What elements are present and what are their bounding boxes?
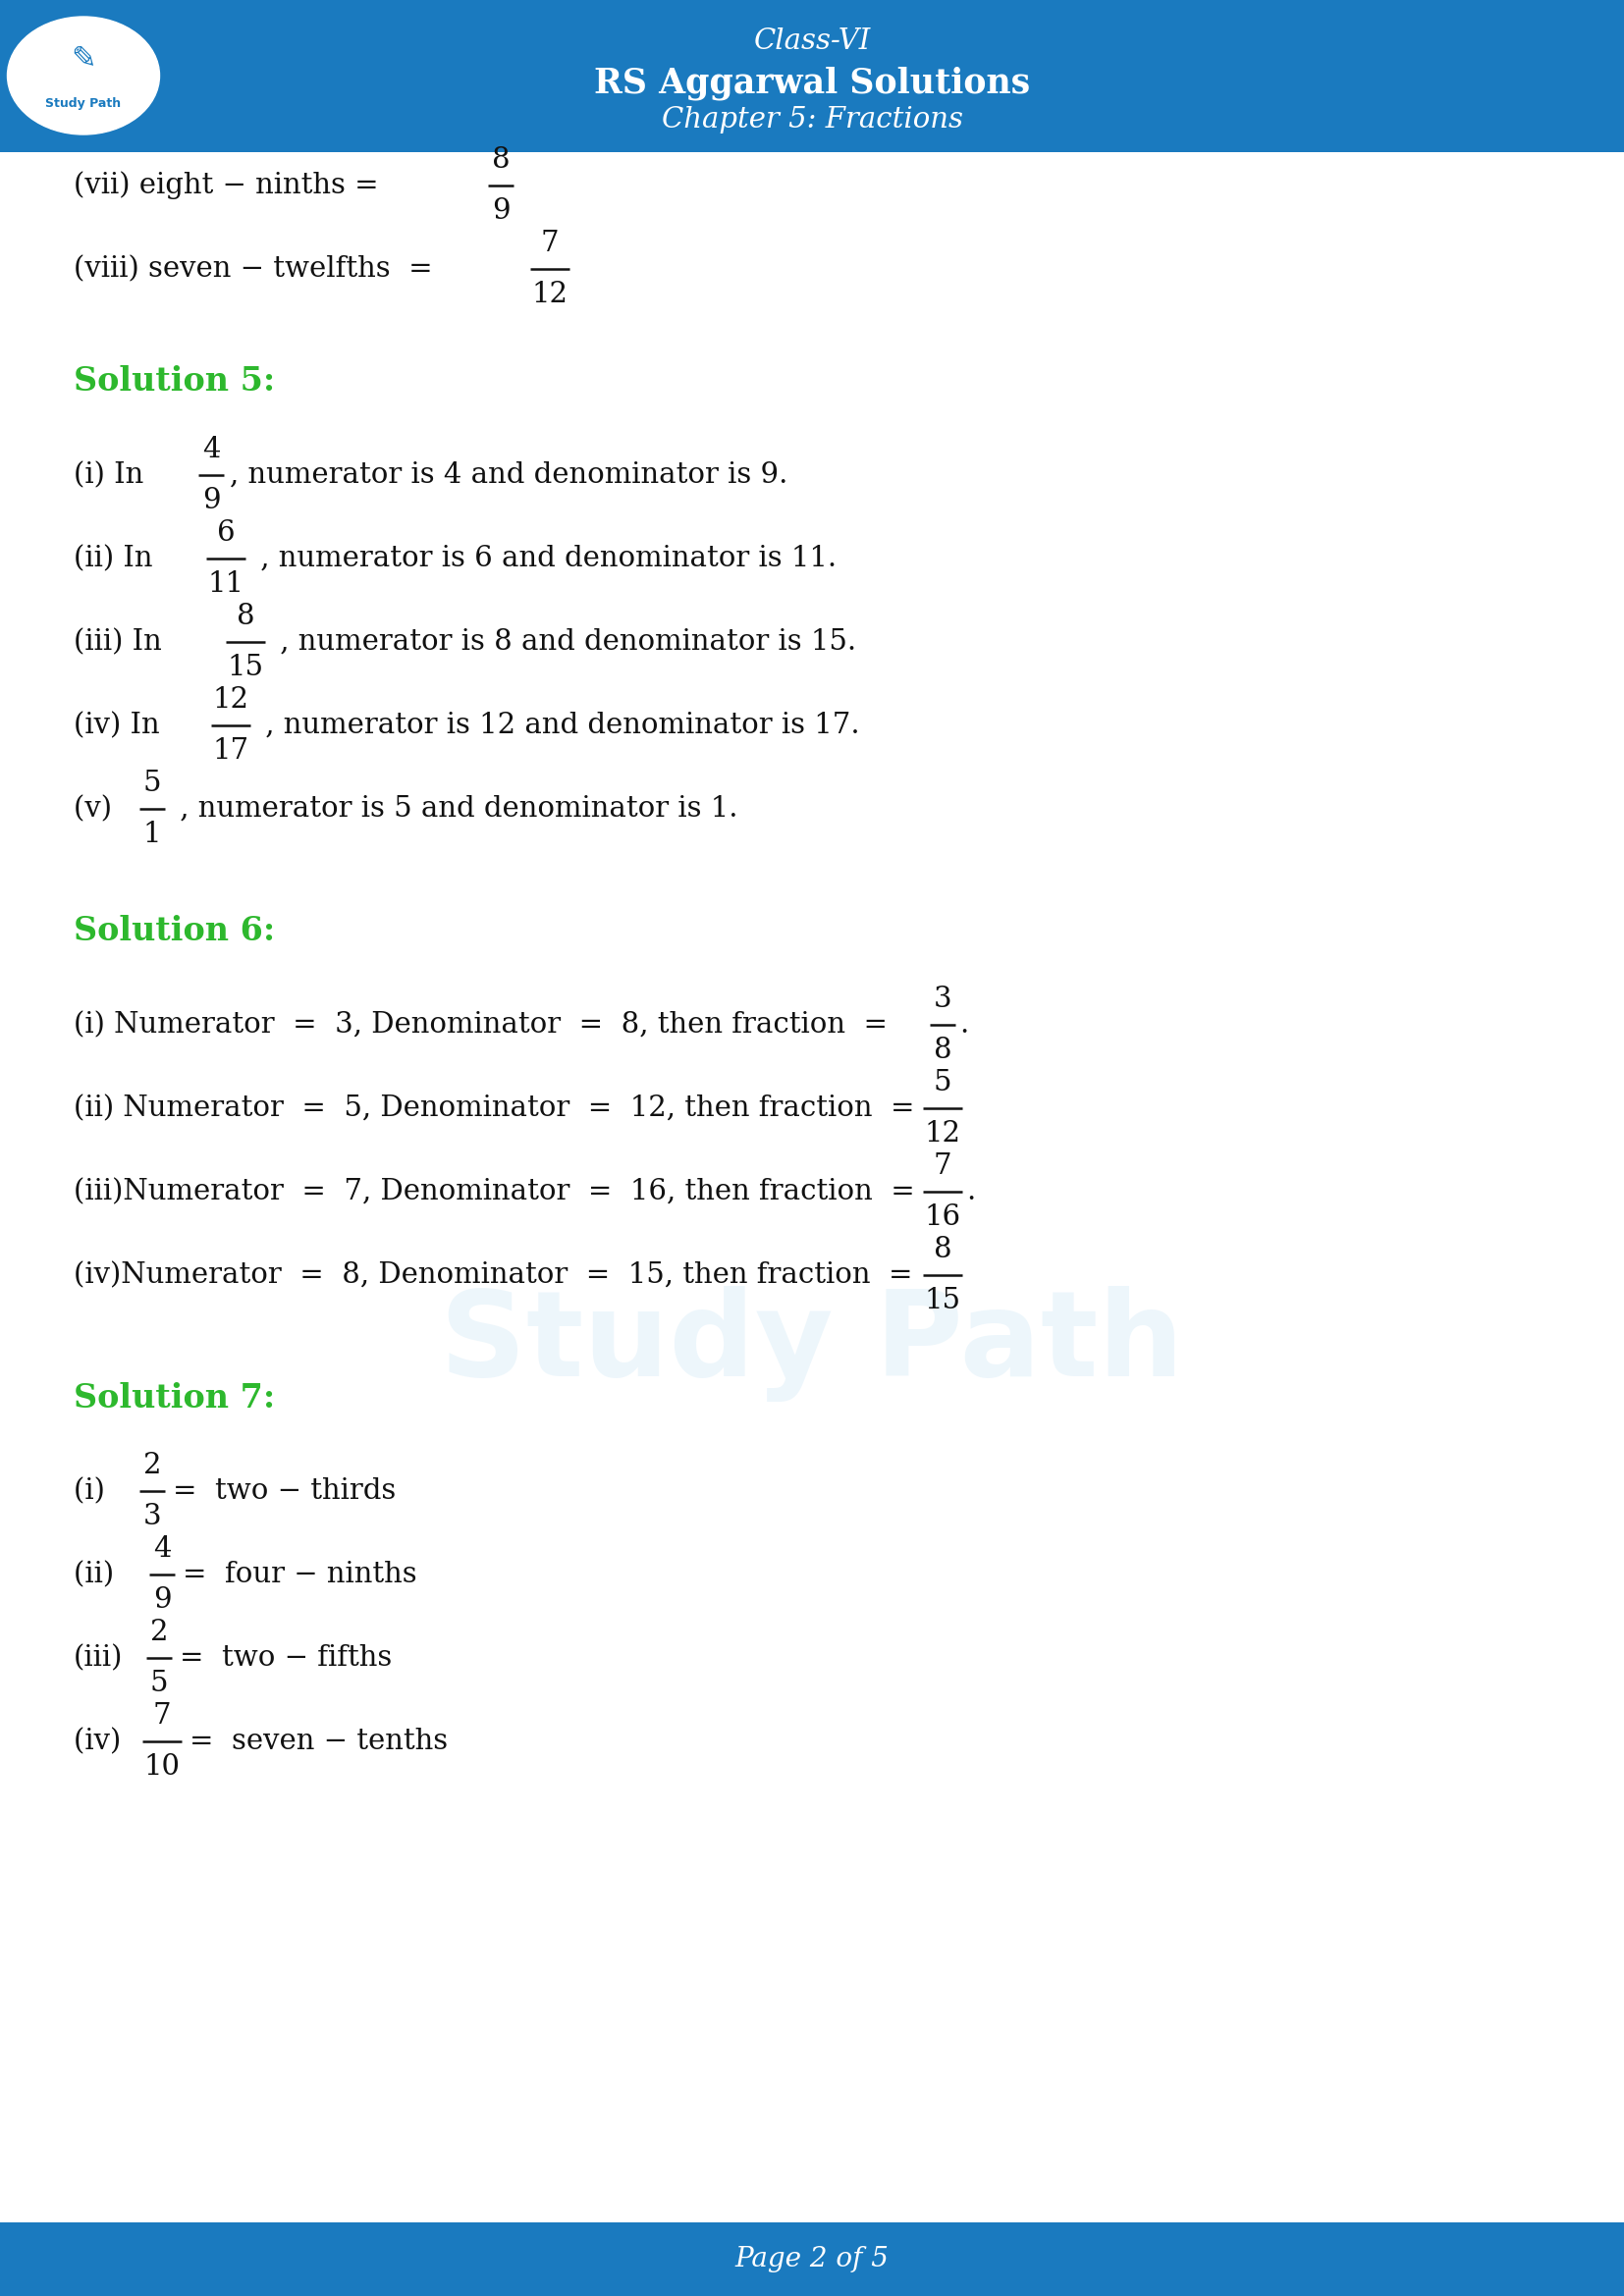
Text: 5: 5 — [934, 1070, 952, 1097]
Text: 15: 15 — [227, 654, 263, 682]
Text: 4: 4 — [201, 436, 221, 464]
Text: =  four − ninths: = four − ninths — [184, 1561, 417, 1589]
Text: Study Path: Study Path — [440, 1286, 1184, 1403]
Text: Page 2 of 5: Page 2 of 5 — [736, 2245, 888, 2273]
Text: =  two − thirds: = two − thirds — [172, 1476, 396, 1504]
Bar — [0, 0, 1624, 152]
Text: 3: 3 — [143, 1504, 161, 1531]
Text: (viii) seven − twelfths  =: (viii) seven − twelfths = — [73, 255, 442, 282]
Text: (ii) Numerator  =  5, Denominator  =  12, then fraction  =: (ii) Numerator = 5, Denominator = 12, th… — [73, 1095, 914, 1123]
Text: 7: 7 — [153, 1701, 171, 1729]
Text: Solution 7:: Solution 7: — [73, 1382, 274, 1414]
Text: 9: 9 — [153, 1587, 171, 1614]
Text: 4: 4 — [153, 1536, 171, 1564]
Text: Chapter 5: Fractions: Chapter 5: Fractions — [661, 106, 963, 133]
Text: 15: 15 — [924, 1288, 961, 1316]
Text: (v): (v) — [73, 794, 122, 822]
Text: 8: 8 — [492, 147, 510, 174]
Text: (i) Numerator  =  3, Denominator  =  8, then fraction  =: (i) Numerator = 3, Denominator = 8, then… — [73, 1010, 896, 1038]
Text: , numerator is 4 and denominator is 9.: , numerator is 4 and denominator is 9. — [231, 461, 788, 489]
Ellipse shape — [8, 16, 159, 135]
Text: 17: 17 — [213, 737, 248, 765]
Text: 5: 5 — [149, 1669, 169, 1697]
Text: 12: 12 — [213, 687, 248, 714]
Text: 8: 8 — [237, 602, 255, 629]
Text: 2: 2 — [149, 1619, 169, 1646]
Bar — [0, 2223, 1624, 2296]
Text: 12: 12 — [924, 1120, 961, 1148]
Text: , numerator is 5 and denominator is 1.: , numerator is 5 and denominator is 1. — [171, 794, 737, 822]
Text: RS Aggarwal Solutions: RS Aggarwal Solutions — [594, 67, 1030, 101]
Text: 2: 2 — [143, 1451, 161, 1479]
Text: =  two − fifths: = two − fifths — [180, 1644, 391, 1671]
Text: .: . — [966, 1178, 976, 1205]
Text: Solution 5:: Solution 5: — [73, 365, 274, 397]
Text: , numerator is 12 and denominator is 17.: , numerator is 12 and denominator is 17. — [257, 712, 861, 739]
Text: 11: 11 — [208, 569, 244, 597]
Text: (ii) In: (ii) In — [73, 544, 162, 572]
Text: 9: 9 — [201, 487, 221, 514]
Text: (iii)Numerator  =  7, Denominator  =  16, then fraction  =: (iii)Numerator = 7, Denominator = 16, th… — [73, 1178, 924, 1205]
Text: 7: 7 — [934, 1153, 952, 1180]
Text: 8: 8 — [934, 1235, 952, 1263]
Text: (iii) In: (iii) In — [73, 629, 171, 657]
Text: (iv)Numerator  =  8, Denominator  =  15, then fraction  =: (iv)Numerator = 8, Denominator = 15, the… — [73, 1261, 913, 1288]
Text: (vii) eight − ninths =: (vii) eight − ninths = — [73, 172, 388, 200]
Text: (i): (i) — [73, 1476, 114, 1504]
Text: 7: 7 — [541, 230, 559, 257]
Text: 8: 8 — [934, 1038, 952, 1065]
Text: 9: 9 — [492, 197, 510, 225]
Text: Study Path: Study Path — [45, 96, 122, 110]
Text: , numerator is 6 and denominator is 11.: , numerator is 6 and denominator is 11. — [252, 544, 836, 572]
Text: (iii): (iii) — [73, 1644, 123, 1671]
Text: , numerator is 8 and denominator is 15.: , numerator is 8 and denominator is 15. — [271, 629, 856, 657]
Text: (i) In: (i) In — [73, 461, 153, 489]
Text: 1: 1 — [143, 820, 161, 847]
Text: 5: 5 — [143, 769, 161, 797]
Text: .: . — [960, 1010, 968, 1038]
Text: Class-VI: Class-VI — [754, 28, 870, 55]
Text: ✎: ✎ — [71, 44, 96, 73]
Text: (iv) In: (iv) In — [73, 712, 169, 739]
Text: 12: 12 — [531, 280, 568, 308]
Text: (iv): (iv) — [73, 1727, 130, 1754]
Text: 10: 10 — [145, 1754, 180, 1782]
Text: 6: 6 — [216, 519, 235, 546]
Text: 3: 3 — [934, 985, 952, 1013]
Text: =  seven − tenths: = seven − tenths — [190, 1727, 448, 1754]
Text: (ii): (ii) — [73, 1561, 123, 1589]
Text: Solution 6:: Solution 6: — [73, 916, 274, 948]
Text: 16: 16 — [924, 1203, 961, 1231]
